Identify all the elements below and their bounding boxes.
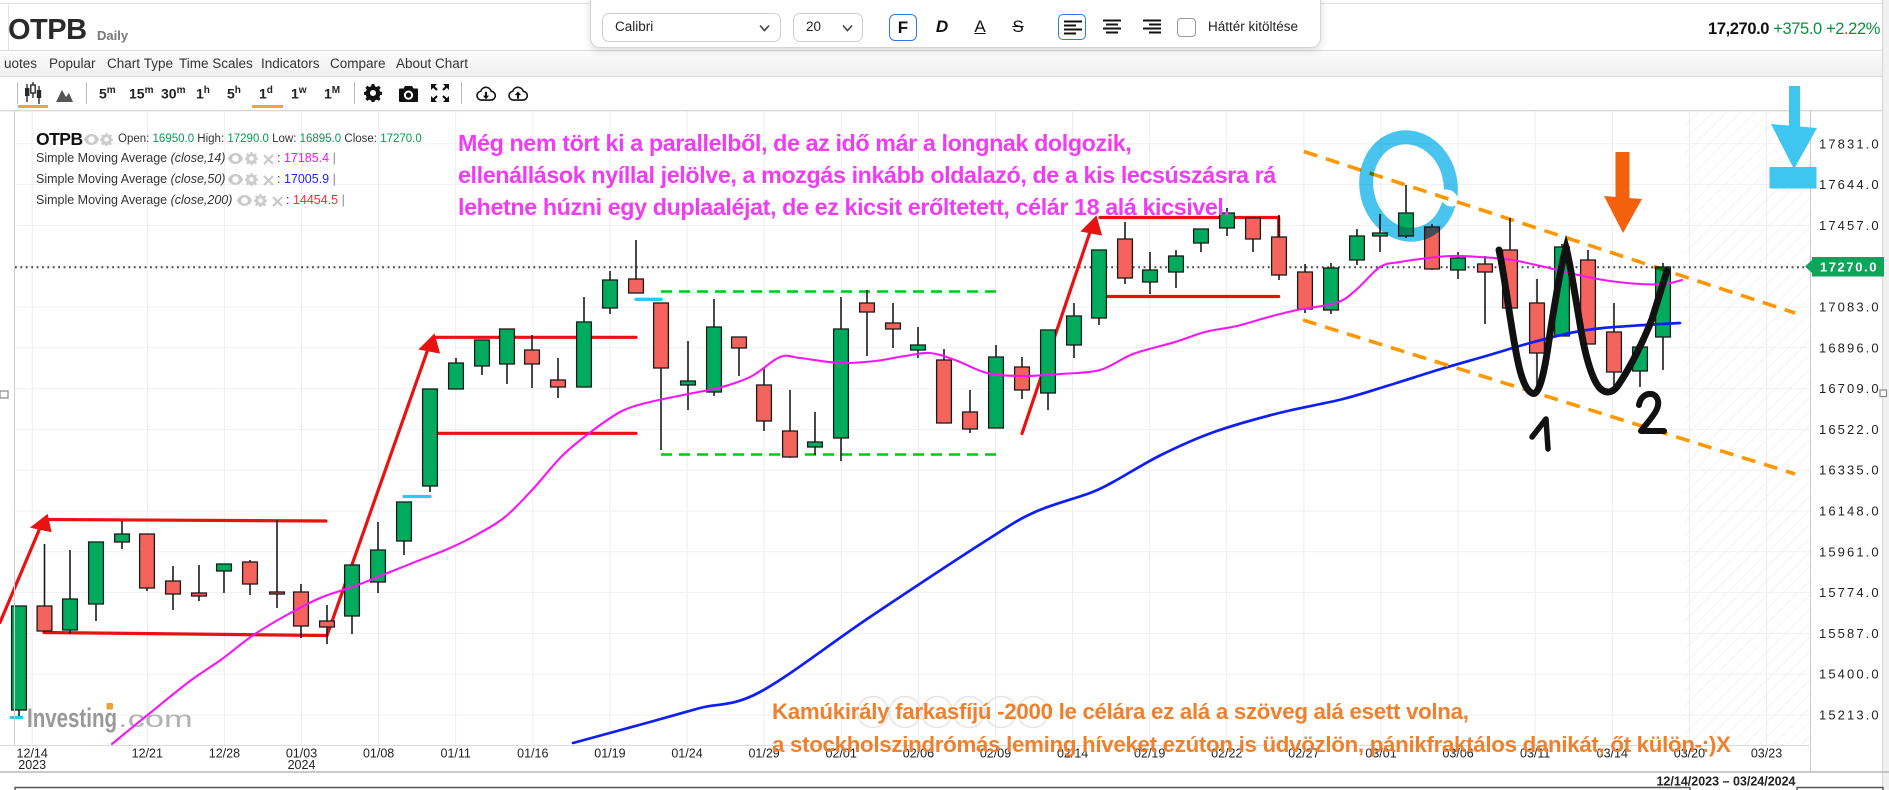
svg-text:03/20: 03/20 bbox=[1674, 747, 1705, 761]
svg-text:15587.0: 15587.0 bbox=[1819, 626, 1881, 641]
svg-text:01/16: 01/16 bbox=[517, 747, 548, 761]
svg-text:12/14/2023 – 03/24/2024: 12/14/2023 – 03/24/2024 bbox=[1656, 775, 1795, 789]
svg-text:01/11: 01/11 bbox=[441, 747, 471, 761]
svg-text:16709.0: 16709.0 bbox=[1819, 381, 1881, 396]
svg-text:17831.0: 17831.0 bbox=[1819, 136, 1881, 151]
svg-text:02/06: 02/06 bbox=[903, 747, 934, 761]
svg-text:15774.0: 15774.0 bbox=[1819, 585, 1881, 600]
svg-text:17644.0: 17644.0 bbox=[1819, 177, 1881, 192]
svg-text:03/06: 03/06 bbox=[1442, 747, 1473, 761]
svg-text:12/14: 12/14 bbox=[17, 747, 48, 761]
svg-text:Investing: Investing bbox=[27, 703, 117, 733]
svg-text:01/19: 01/19 bbox=[594, 747, 625, 761]
svg-text:03/23: 03/23 bbox=[1751, 747, 1782, 761]
svg-text:2023: 2023 bbox=[18, 758, 46, 772]
svg-text:01/24: 01/24 bbox=[671, 747, 702, 761]
svg-text:16896.0: 16896.0 bbox=[1819, 340, 1881, 355]
svg-text:16148.0: 16148.0 bbox=[1819, 504, 1881, 519]
svg-text:02/22: 02/22 bbox=[1211, 747, 1242, 761]
svg-text:17083.0: 17083.0 bbox=[1819, 300, 1881, 315]
svg-text:02/01: 02/01 bbox=[826, 747, 857, 761]
svg-text:03/01: 03/01 bbox=[1365, 747, 1396, 761]
svg-text:01/08: 01/08 bbox=[363, 747, 394, 761]
svg-text:12/21: 12/21 bbox=[132, 747, 163, 761]
svg-text:02/14: 02/14 bbox=[1057, 747, 1088, 761]
svg-text:16335.0: 16335.0 bbox=[1819, 463, 1881, 478]
svg-text:17457.0: 17457.0 bbox=[1819, 218, 1881, 233]
svg-text:12/28: 12/28 bbox=[209, 747, 240, 761]
svg-text:02/19: 02/19 bbox=[1134, 747, 1165, 761]
svg-text:02/27: 02/27 bbox=[1288, 747, 1319, 761]
svg-text:15961.0: 15961.0 bbox=[1819, 544, 1881, 559]
svg-text:01/03: 01/03 bbox=[286, 747, 317, 761]
svg-text:17270.0: 17270.0 bbox=[1820, 260, 1878, 275]
svg-text:16522.0: 16522.0 bbox=[1819, 422, 1881, 437]
svg-text:15400.0: 15400.0 bbox=[1819, 667, 1881, 682]
svg-text:02/09: 02/09 bbox=[980, 747, 1011, 761]
svg-text:15213.0: 15213.0 bbox=[1819, 708, 1881, 723]
svg-text:03/11: 03/11 bbox=[1520, 747, 1550, 761]
svg-text:03/14: 03/14 bbox=[1597, 747, 1628, 761]
svg-text:2024: 2024 bbox=[288, 758, 316, 772]
svg-text:01/29: 01/29 bbox=[748, 747, 779, 761]
